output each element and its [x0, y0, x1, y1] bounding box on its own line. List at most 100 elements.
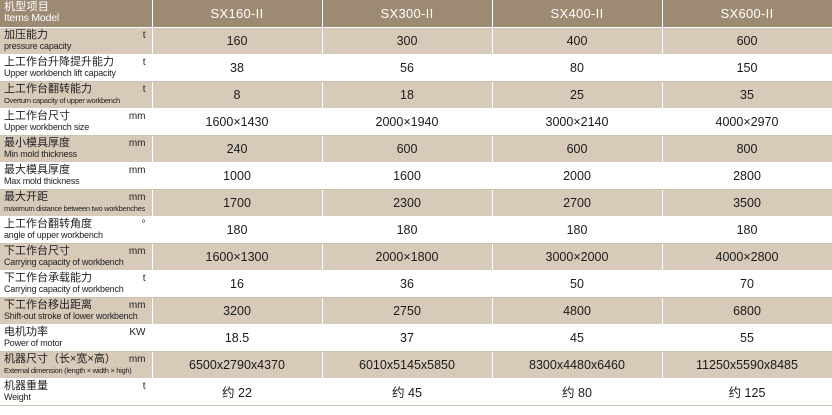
- table-cell: 约 80: [491, 378, 663, 406]
- table-cell: 240: [151, 135, 323, 163]
- table-cell: 3000×2140: [491, 108, 663, 136]
- table-row: 最小模具厚度 Min mold thickness mm 240 600 600 8…: [0, 135, 832, 163]
- table-row: 上工作台升降提升能力 Upper workbench lift capacity t…: [0, 54, 832, 82]
- header-label-zh: 机型项目: [4, 1, 50, 13]
- row-unit: mm: [128, 164, 146, 176]
- row-label-zh: 上工作台升降提升能力: [4, 55, 114, 68]
- header-model-3: SX400-II: [492, 0, 663, 28]
- table-cell: 25: [491, 81, 663, 109]
- table-cell: 1600×1430: [151, 108, 323, 136]
- row-unit: mm: [128, 245, 146, 257]
- row-unit: °: [141, 218, 146, 230]
- table-cell: 18.5: [151, 324, 323, 352]
- table-cell: 8300x4480x6460: [491, 351, 663, 379]
- row-label: 加压能力 pressure capacity t: [0, 27, 153, 55]
- table-cell: 2300: [321, 189, 493, 217]
- row-label: 上工作台尺寸 Upper workbench size mm: [0, 108, 153, 136]
- table-row: 上工作台翻转角度 angle of upper workbench ° 180 18…: [0, 216, 832, 244]
- row-label-zh: 上工作台翻转角度: [4, 217, 92, 230]
- table-cell: 3500: [661, 189, 832, 217]
- table-cell: 56: [321, 54, 493, 82]
- row-unit: KW: [129, 326, 146, 338]
- spec-table: 机型项目 Items Model SX160-II SX300-II SX400…: [0, 0, 832, 406]
- table-cell: 约 125: [661, 378, 832, 406]
- row-label-zh: 机器重量: [4, 379, 48, 392]
- row-label-zh: 下工作台承载能力: [4, 271, 92, 284]
- table-row: 下工作台移出距离 Shift-out stroke of lower workbe…: [0, 297, 832, 325]
- table-cell: 约 22: [151, 378, 323, 406]
- row-unit: mm: [128, 353, 146, 365]
- table-row: 上工作台翻转能力 Overturn capacity of upper workb…: [0, 81, 832, 109]
- table-cell: 1700: [151, 189, 323, 217]
- table-cell: 35: [661, 81, 832, 109]
- table-cell: 2700: [491, 189, 663, 217]
- header-model-4: SX600-II: [662, 0, 832, 28]
- table-row: 电机功率 Power of motor KW 18.5 37 45 55: [0, 324, 832, 352]
- table-cell: 1600: [321, 162, 493, 190]
- row-label-en: maximum distance between two workbenches: [4, 203, 145, 213]
- row-unit: t: [142, 56, 146, 68]
- table-row: 机器重量 Weight t 约 22 约 45 约 80 约 125: [0, 378, 832, 406]
- row-label: 上工作台翻转能力 Overturn capacity of upper workb…: [0, 81, 153, 109]
- row-label-zh: 下工作台移出距离: [4, 298, 92, 311]
- row-label: 机器尺寸（长×宽×高） External dimension (length × …: [0, 351, 153, 379]
- table-cell: 18: [321, 81, 493, 109]
- row-label-zh: 最小模具厚度: [4, 136, 70, 149]
- table-cell: 38: [151, 54, 323, 82]
- row-label-en: Weight: [4, 391, 31, 402]
- table-cell: 36: [321, 270, 493, 298]
- row-label: 最大模具厚度 Max mold thickness mm: [0, 162, 153, 190]
- table-cell: 3200: [151, 297, 323, 325]
- row-unit: t: [142, 272, 146, 284]
- table-cell: 600: [661, 27, 832, 55]
- header-label-cell: 机型项目 Items Model: [0, 0, 153, 28]
- table-cell: 180: [661, 216, 832, 244]
- row-label-en: Overturn capacity of upper workbench: [4, 95, 120, 105]
- row-label-en: Shift-out stroke of lower workbench: [4, 310, 138, 321]
- table-cell: 16: [151, 270, 323, 298]
- table-row: 加压能力 pressure capacity t 160 300 400 600: [0, 27, 832, 55]
- table-cell: 1600×1300: [151, 243, 323, 271]
- header-row: 机型项目 Items Model SX160-II SX300-II SX400…: [0, 0, 832, 28]
- table-cell: 11250x5590x8485: [661, 351, 832, 379]
- row-label: 下工作台尺寸 Carrying capacity of workbench mm: [0, 243, 153, 271]
- table-row: 最大开距 maximum distance between two workben…: [0, 189, 832, 217]
- row-unit: t: [142, 29, 146, 41]
- table-row: 下工作台尺寸 Carrying capacity of workbench mm 1…: [0, 243, 832, 271]
- table-cell: 2800: [661, 162, 832, 190]
- table-cell: 6500x2790x4370: [151, 351, 323, 379]
- table-cell: 45: [491, 324, 663, 352]
- table-cell: 6800: [661, 297, 832, 325]
- table-cell: 37: [321, 324, 493, 352]
- table-cell: 6010x5145x5850: [321, 351, 493, 379]
- table-cell: 2750: [321, 297, 493, 325]
- table-cell: 150: [661, 54, 832, 82]
- row-label-en: Max mold thickness: [4, 175, 80, 186]
- row-unit: mm: [128, 137, 146, 149]
- row-label-en: Upper workbench lift capacity: [4, 67, 116, 78]
- row-unit: mm: [128, 299, 146, 311]
- row-label: 上工作台翻转角度 angle of upper workbench °: [0, 216, 153, 244]
- row-label-zh: 电机功率: [4, 325, 48, 338]
- table-cell: 55: [661, 324, 832, 352]
- row-label-en: pressure capacity: [4, 40, 72, 51]
- row-label: 上工作台升降提升能力 Upper workbench lift capacity t: [0, 54, 153, 82]
- row-label: 最大开距 maximum distance between two workben…: [0, 189, 153, 217]
- table-cell: 70: [661, 270, 832, 298]
- table-row: 最大模具厚度 Max mold thickness mm 1000 1600 200…: [0, 162, 832, 190]
- row-label-zh: 下工作台尺寸: [4, 244, 70, 257]
- row-unit: t: [142, 380, 146, 392]
- row-label-en: Carrying capacity of workbench: [4, 283, 124, 294]
- table-cell: 80: [491, 54, 663, 82]
- table-cell: 4000×2800: [661, 243, 832, 271]
- row-label-en: External dimension (length × width × hig…: [4, 365, 132, 375]
- table-cell: 约 45: [321, 378, 493, 406]
- row-label-en: Power of motor: [4, 337, 63, 348]
- table-cell: 600: [321, 135, 493, 163]
- table-cell: 160: [151, 27, 323, 55]
- row-label: 机器重量 Weight t: [0, 378, 153, 406]
- row-unit: mm: [128, 110, 146, 122]
- row-label: 下工作台移出距离 Shift-out stroke of lower workbe…: [0, 297, 153, 325]
- table-row: 下工作台承载能力 Carrying capacity of workbench t…: [0, 270, 832, 298]
- row-label-zh: 机器尺寸（长×宽×高）: [4, 352, 116, 365]
